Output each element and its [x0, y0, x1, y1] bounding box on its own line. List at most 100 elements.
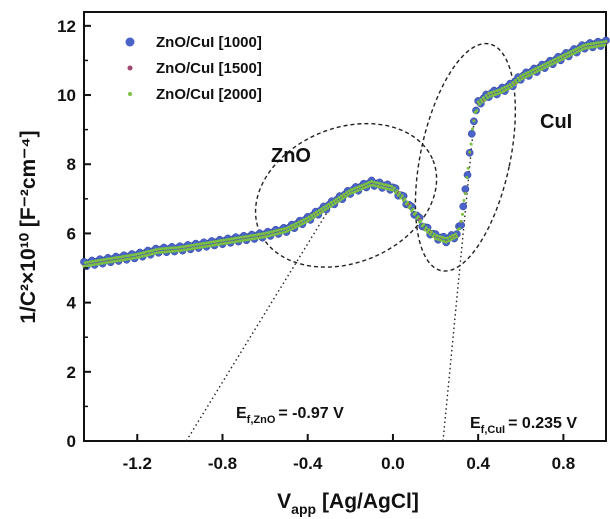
plot-frame — [83, 11, 607, 442]
series-3-point — [355, 186, 359, 190]
series-3-point — [555, 60, 559, 64]
series-3-point — [214, 239, 218, 243]
series-3-point — [194, 243, 198, 247]
series-3-point — [575, 50, 579, 54]
series-3-point — [218, 242, 222, 246]
series-3-point — [574, 47, 578, 51]
series-3-point — [450, 237, 454, 241]
series-3-point — [212, 240, 216, 244]
x-tick-label: 0.8 — [552, 454, 576, 473]
series-3-point — [439, 238, 443, 242]
series-3-point — [83, 261, 87, 265]
series-3-point — [222, 238, 226, 242]
series-3-point — [97, 262, 101, 266]
series-3-point — [249, 234, 253, 238]
series-3-point — [539, 64, 543, 68]
series-3-point — [347, 189, 351, 193]
data-series — [80, 36, 610, 271]
series-3-point — [578, 49, 582, 53]
series-3-point — [150, 252, 154, 256]
series-3-point — [174, 246, 178, 250]
legend: ZnO/CuI [1000] ZnO/CuI [1500] ZnO/CuI [200… — [125, 34, 262, 103]
series-3-point — [189, 243, 193, 247]
series-3-point — [288, 228, 292, 232]
series-3-point — [500, 87, 504, 91]
series-3-point — [536, 65, 540, 69]
series-3-point — [488, 94, 492, 98]
series-3-point — [94, 259, 98, 263]
series-3-point — [375, 181, 379, 185]
series-3-point — [526, 70, 530, 74]
series-3-point — [124, 254, 128, 258]
series-3-point — [184, 244, 188, 248]
series-3-point — [282, 227, 286, 231]
series-3-point — [125, 257, 129, 261]
series-3-point — [143, 254, 147, 258]
series-3-point — [452, 236, 456, 240]
series-3-point — [484, 93, 488, 97]
series-3-point — [368, 183, 372, 187]
series-3-point — [583, 46, 587, 50]
series-3-point — [377, 181, 381, 185]
x-axis-subscript: app — [291, 501, 316, 517]
series-3-point — [242, 235, 246, 239]
series-3-point — [586, 42, 590, 46]
series-3-point — [385, 183, 389, 187]
series-3-point — [192, 243, 196, 247]
series-3-point — [238, 239, 242, 243]
series-3-point — [224, 238, 228, 242]
series-3-point — [508, 83, 512, 87]
series-3-point — [203, 245, 207, 249]
series-3-point — [208, 244, 212, 248]
series-3-point — [251, 237, 255, 241]
series-3-point — [241, 239, 245, 243]
series-3-point — [497, 88, 501, 92]
x-tick-label: -0.8 — [208, 454, 237, 473]
series-3-point — [504, 88, 508, 92]
series-3-point — [564, 52, 568, 56]
series-3-point — [600, 43, 604, 47]
series-3-point — [144, 250, 148, 254]
series-3-point — [430, 230, 434, 234]
series-3-point — [167, 246, 171, 250]
series-3-point — [154, 248, 158, 252]
ef-zno-subscript: f,ZnO — [247, 414, 276, 426]
zno-label: ZnO — [271, 145, 311, 167]
series-3-point — [591, 41, 595, 45]
series-3-point — [559, 54, 563, 58]
y-tick-label: 2 — [67, 363, 76, 382]
series-3-point — [316, 213, 320, 217]
series-3-point — [477, 102, 481, 106]
series-3-point — [170, 249, 174, 253]
series-3-point — [353, 190, 357, 194]
series-3-point — [350, 188, 354, 192]
series-3-point — [172, 246, 176, 250]
series-3-point — [590, 45, 594, 49]
series-3-point — [392, 186, 396, 190]
series-3-point — [483, 98, 487, 102]
series-3-point — [337, 195, 341, 199]
series-3-point — [331, 203, 335, 207]
series-3-point — [338, 198, 342, 202]
series-3-point — [505, 84, 509, 88]
series-3-point — [253, 237, 257, 241]
series-3-point — [332, 199, 336, 203]
series-3-point — [356, 189, 360, 193]
series-3-point — [428, 232, 432, 236]
series-3-point — [585, 46, 589, 50]
series-3-point — [304, 216, 308, 220]
series-3-point — [297, 220, 301, 224]
series-3-point — [264, 231, 268, 235]
series-3-point — [193, 246, 197, 250]
series-3-point — [147, 249, 151, 253]
series-3-point — [343, 195, 347, 199]
series-3-point — [601, 40, 605, 44]
series-3-point — [595, 44, 599, 48]
series-3-point — [123, 258, 127, 262]
ef-zno-annotation: Ef,ZnO = -0.97 V — [236, 405, 344, 426]
series-3-point — [322, 205, 326, 209]
series-3-point — [278, 231, 282, 235]
series-3-point — [309, 213, 313, 217]
series-3-point — [205, 244, 209, 248]
series-3-point — [426, 230, 430, 234]
